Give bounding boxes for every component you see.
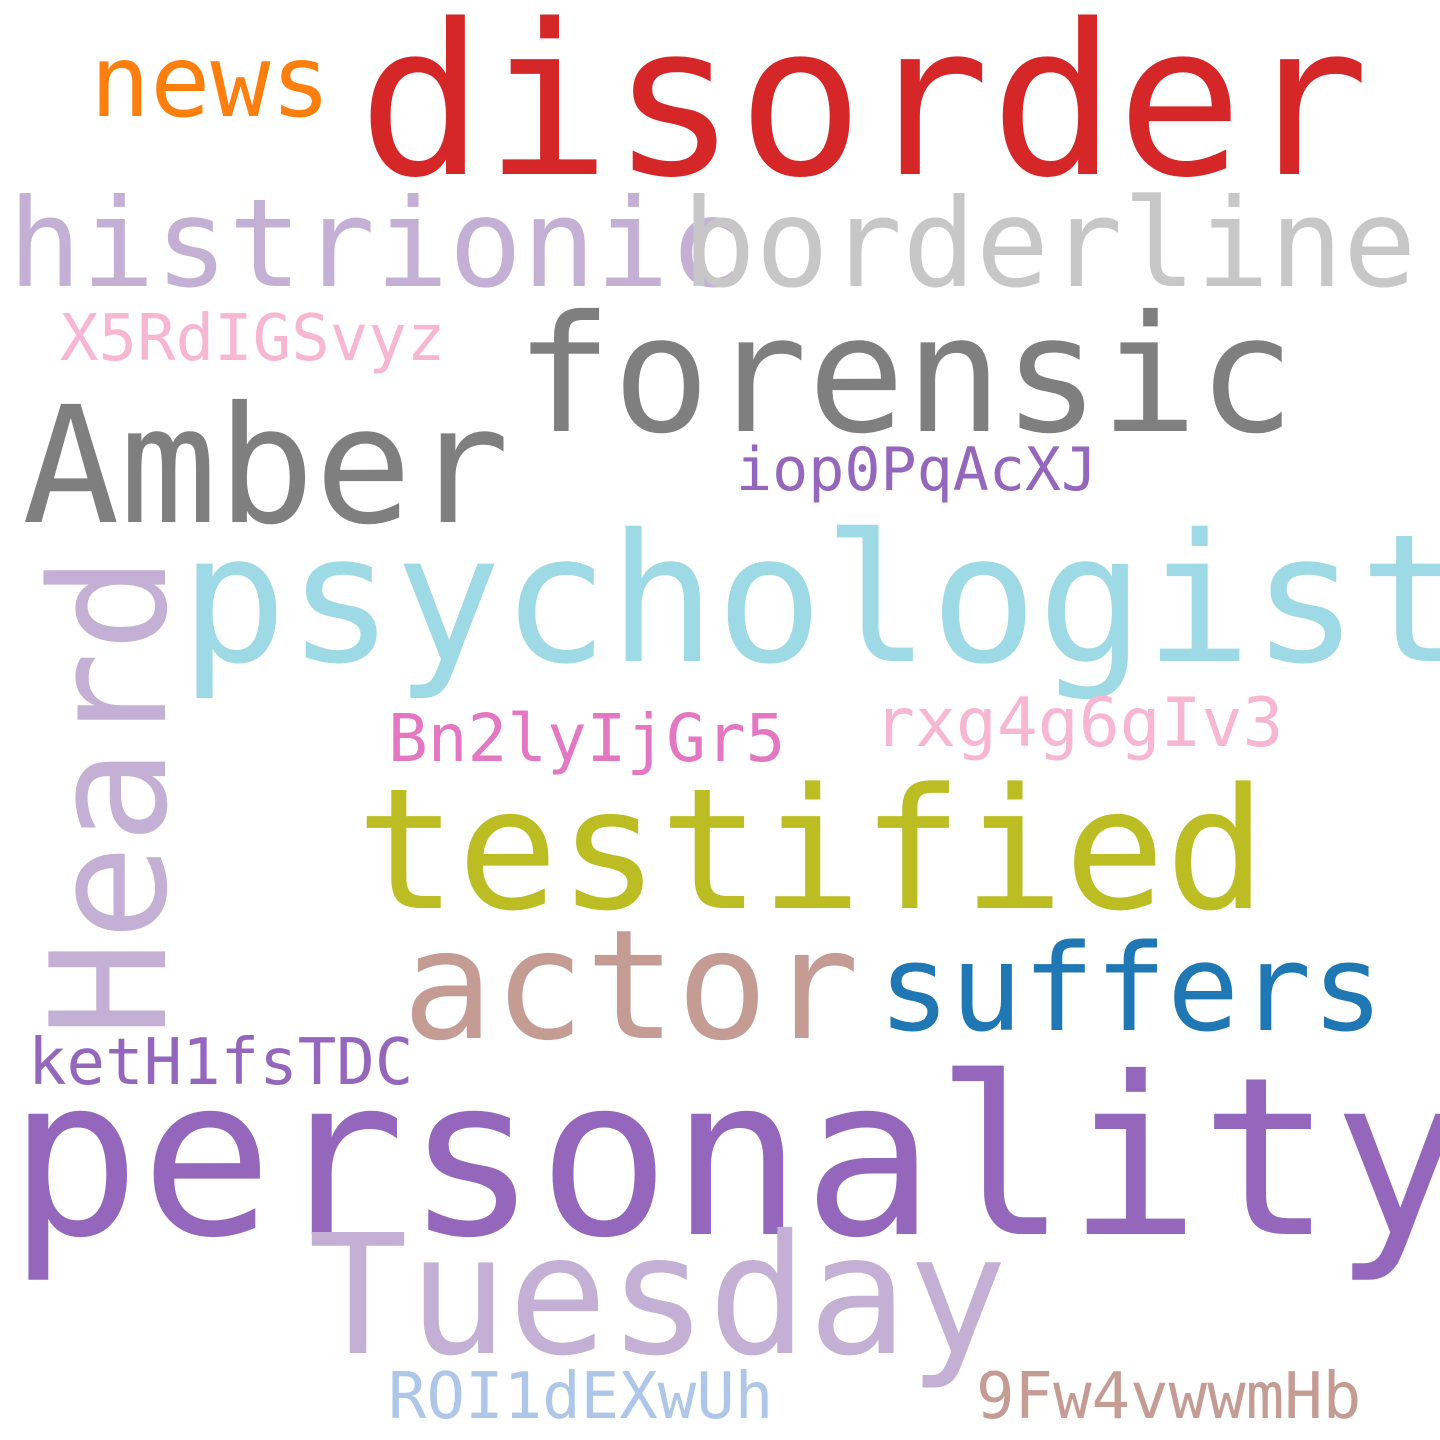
word-forensic: forensic <box>515 282 1296 470</box>
word-tuesday: Tuesday <box>308 1200 1008 1393</box>
word-rxg4g6giv3: rxg4g6gIv3 <box>874 684 1284 763</box>
word-disorder: disorder <box>358 0 1370 224</box>
word-heard: Heard <box>16 555 203 1037</box>
word-histrionic: histrionic <box>8 173 743 315</box>
word-bn2lyijgr5: Bn2lyIjGr5 <box>388 700 786 777</box>
word-x5rdigsvyz: X5RdIGSvyz <box>60 302 446 376</box>
word-news: news <box>90 23 331 140</box>
word-psychologist: psychologist <box>180 496 1440 703</box>
word-9fw4vwwmhb: 9Fw4vwwmHb <box>976 1360 1362 1434</box>
word-iop0pqacxj: iop0PqAcXJ <box>736 435 1098 505</box>
word-actor: actor <box>402 897 860 1074</box>
word-keth1fstdc: ketH1fsTDC <box>28 1026 414 1100</box>
word-personality: personality <box>8 1030 1440 1286</box>
word-amber: Amber <box>22 373 510 561</box>
word-borderline: borderline <box>682 173 1417 315</box>
word-suffers: suffers <box>878 920 1384 1059</box>
word-roi1dexwuh: ROI1dEXwUh <box>388 1360 774 1434</box>
word-testified: testified <box>356 752 1267 948</box>
